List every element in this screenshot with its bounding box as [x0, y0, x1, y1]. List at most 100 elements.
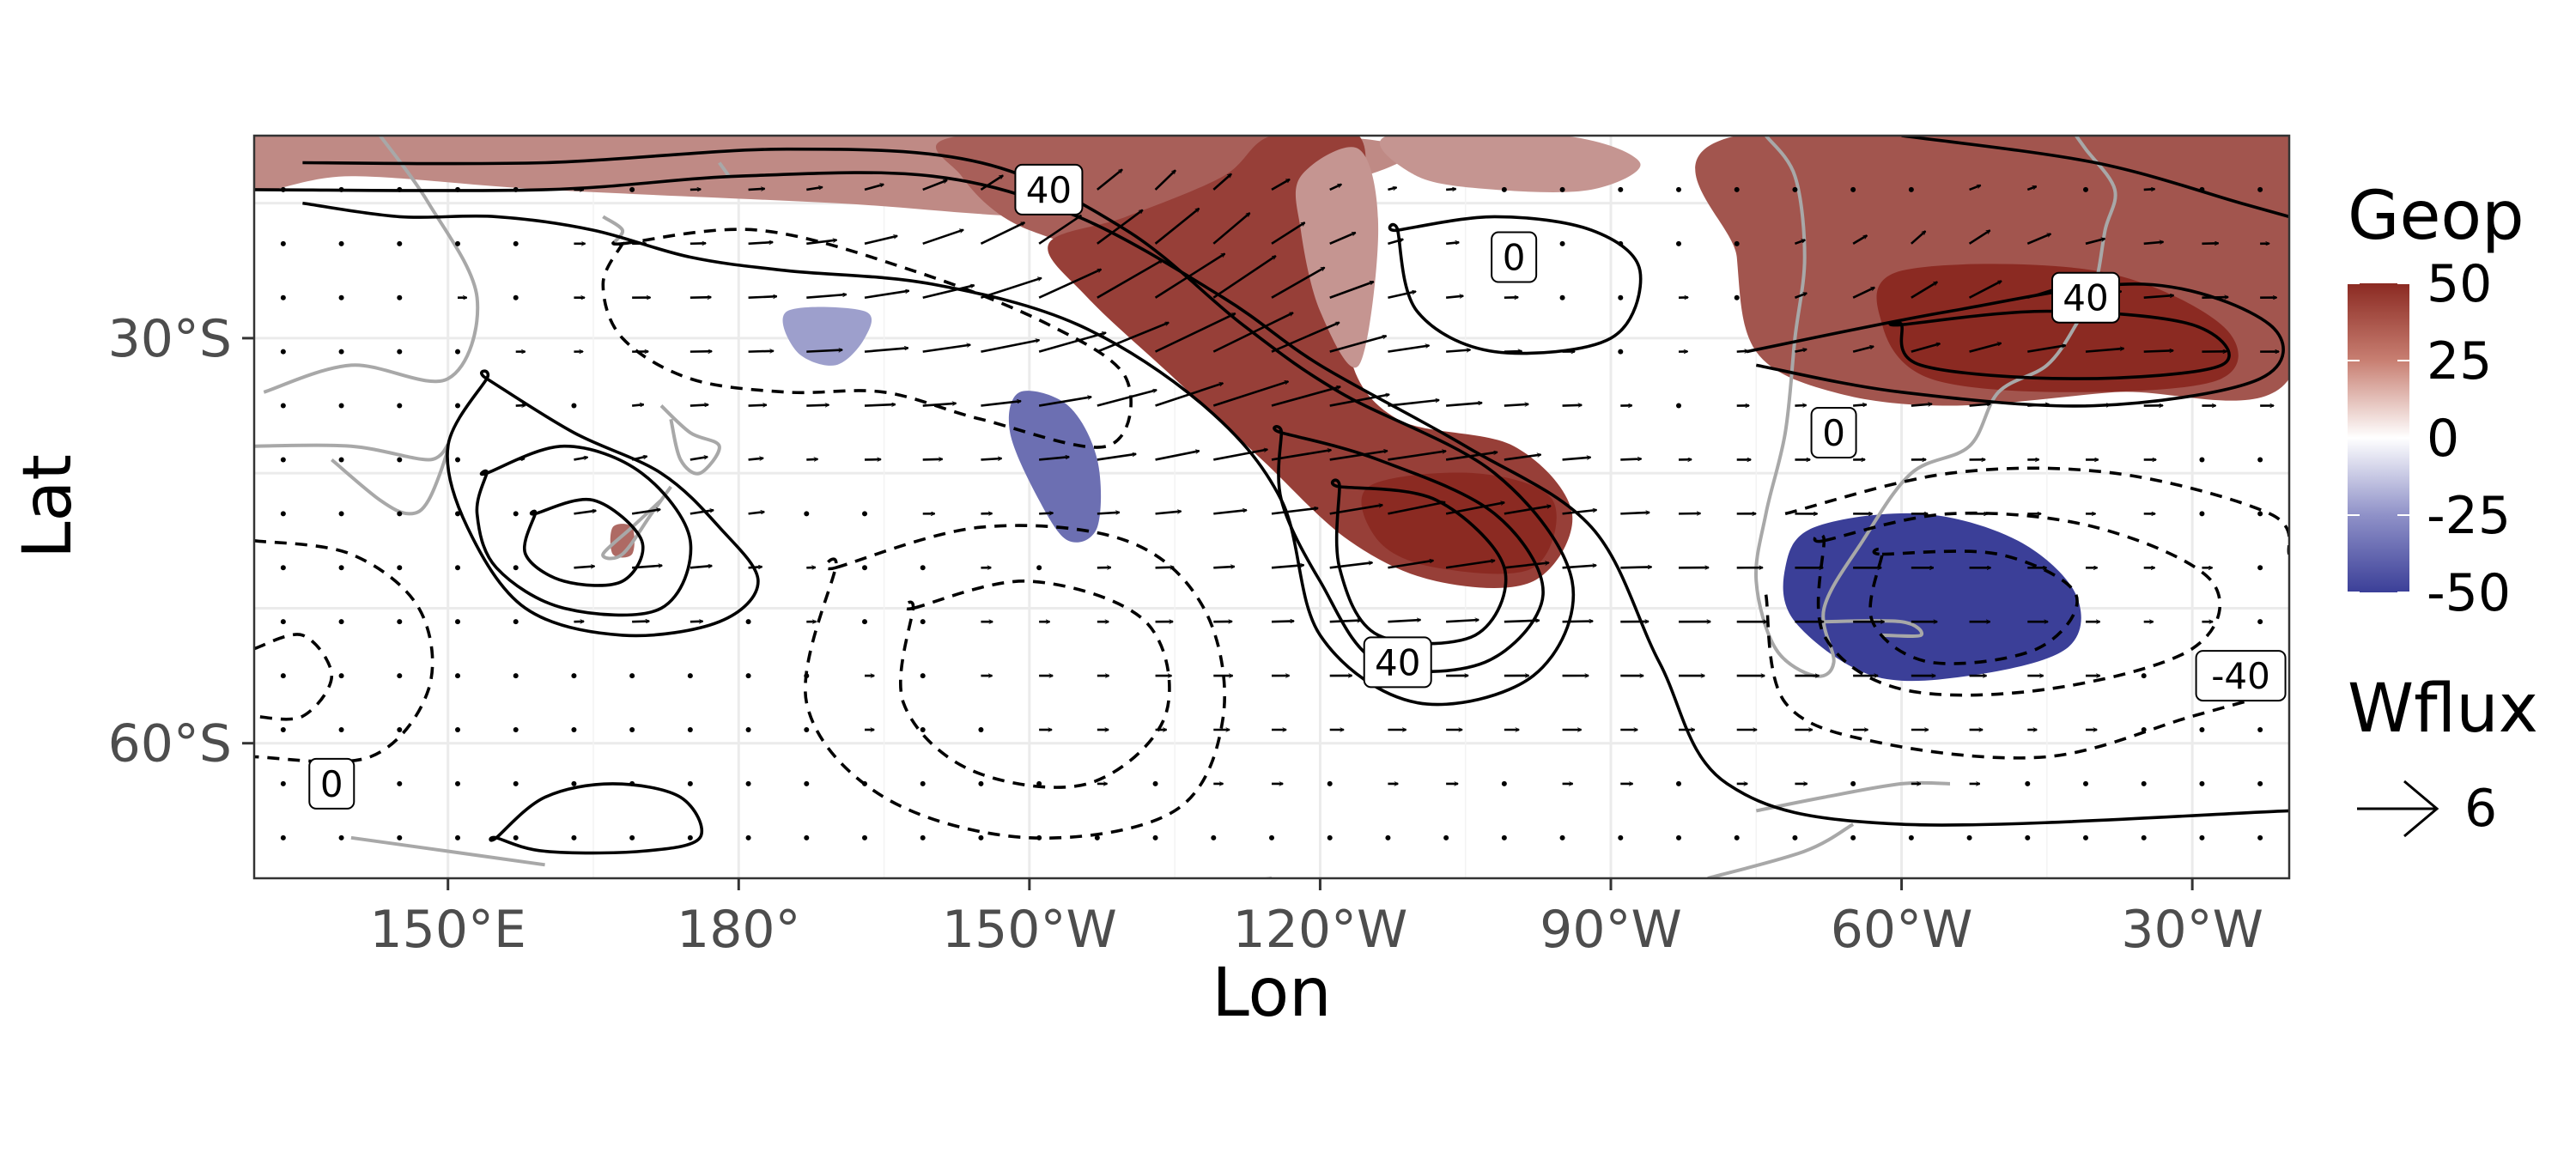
contour-line-11 [1901, 136, 2289, 219]
flux-vector-20 [1446, 189, 1455, 190]
flux-vector-145 [571, 403, 577, 409]
flux-vector-26 [1792, 186, 1798, 192]
coastline-2 [659, 404, 721, 476]
colorbar-label-0: 50 [2427, 254, 2492, 314]
flux-vector-391 [629, 780, 635, 786]
flux-vector-122 [1271, 321, 1340, 353]
flux-vector-140 [280, 403, 286, 409]
flux-vector-49 [1097, 209, 1143, 245]
flux-vector-250 [574, 567, 594, 569]
flux-vector-105 [280, 349, 286, 355]
flux-vector-84 [1097, 258, 1163, 299]
flux-vector-126 [1504, 351, 1522, 352]
coastline-0 [263, 136, 480, 394]
flux-vector-42 [690, 243, 706, 244]
flux-vector-64 [1968, 229, 1990, 245]
flux-vector-166 [1795, 405, 1806, 406]
flux-vector-44 [806, 240, 836, 246]
flux-vector-164 [1676, 403, 1681, 409]
flux-vector-62 [1852, 234, 1867, 245]
flux-vector-72 [397, 294, 403, 300]
flux-vector-432 [978, 834, 984, 840]
flux-vector-33 [2199, 186, 2205, 192]
flux-vector-8 [748, 189, 765, 190]
flux-vector-18 [1329, 183, 1341, 191]
flux-vector-280 [280, 619, 286, 625]
flux-vector-46 [922, 230, 963, 246]
flux-vector-14 [1097, 168, 1122, 191]
contour-label-text-2: 40 [2063, 277, 2108, 319]
anomaly-region-9 [782, 306, 872, 366]
flux-vector-251 [632, 566, 662, 569]
flux-vector-120 [1155, 312, 1236, 353]
flux-vector-93 [1618, 294, 1624, 300]
flux-vector-324 [804, 673, 810, 679]
flux-vector-0 [280, 186, 286, 192]
flux-vector-148 [748, 405, 767, 406]
x-axis-title: Lon [1212, 955, 1331, 1032]
flux-vector-426 [629, 834, 635, 840]
flux-vector-352 [397, 727, 403, 732]
flux-vector-406 [1501, 780, 1507, 786]
flux-vector-265 [1445, 561, 1495, 569]
flux-vector-27 [1850, 186, 1856, 192]
flux-vector-121 [1212, 312, 1293, 353]
flux-vector-197 [1562, 458, 1591, 461]
contour-label-text-3: 0 [1822, 412, 1845, 454]
flux-vector-388 [455, 780, 460, 786]
contour-label-text-4: 40 [1375, 641, 1420, 683]
map-panel-border [252, 134, 2291, 880]
flux-vector-216 [631, 509, 660, 515]
contour-labels: 40 0 40 0 40 -40 0 [308, 163, 2287, 810]
flux-vector-453 [2199, 834, 2205, 840]
flux-vector-36 [338, 240, 344, 246]
flux-vector-291 [920, 619, 926, 625]
flux-vector-245 [280, 565, 286, 571]
flux-vector-212 [397, 511, 403, 517]
y-tick-label-1: 60°S [108, 714, 232, 774]
flux-vector-3 [455, 186, 460, 192]
flux-vector-396 [920, 780, 926, 786]
flux-vector-358 [745, 727, 751, 732]
flux-vector-137 [2143, 350, 2173, 351]
contour-label-text-5: -40 [2211, 655, 2270, 697]
contour-label-box-0 [1014, 163, 1084, 215]
flux-vector-424 [513, 834, 519, 840]
flux-vector-23 [1618, 186, 1624, 192]
flux-vector-316 [338, 673, 344, 679]
flux-vector-282 [397, 619, 403, 625]
flux-vector-415 [2025, 780, 2031, 786]
flux-vector-146 [632, 404, 644, 405]
contour-line-3 [1330, 478, 1508, 646]
contour-label-6: 0 [308, 757, 355, 810]
contour-label-text-1: 0 [1503, 237, 1526, 279]
contour-label-box-1 [1491, 231, 1538, 283]
flux-vector-57 [1559, 240, 1565, 246]
contour-line-1 [302, 147, 1576, 707]
x-tick-label-0: 150°E [369, 900, 526, 960]
flux-vector-179 [515, 458, 525, 459]
flux-vector-170 [2027, 404, 2049, 407]
flux-vector-54 [1388, 240, 1403, 246]
contour-label-text-6: 0 [320, 763, 343, 805]
geop-legend: Geop 50 25 0 -25 -50 [2348, 178, 2524, 623]
contour-label-box-6 [308, 757, 355, 810]
coastline-9 [350, 835, 545, 867]
flux-vector-24 [1676, 186, 1681, 192]
coastline-layer [254, 136, 2117, 878]
flux-vector-387 [397, 780, 403, 786]
flux-vector-283 [455, 619, 460, 625]
flux-vector-430 [862, 834, 867, 840]
flux-vector-440 [1443, 834, 1449, 840]
flux-vector-43 [748, 242, 774, 246]
flux-vector-400 [1152, 780, 1158, 786]
contour-line-0 [254, 171, 2289, 827]
contour-line-17 [1784, 466, 2289, 555]
flux-vector-394 [804, 780, 810, 786]
flux-vector-188 [1039, 457, 1069, 461]
anomaly-region-4 [1380, 136, 1641, 192]
flux-vector-319 [513, 673, 519, 679]
flux-vector-419 [2257, 780, 2263, 786]
flux-vector-208 [2199, 457, 2205, 463]
flux-vector-362 [978, 727, 984, 732]
